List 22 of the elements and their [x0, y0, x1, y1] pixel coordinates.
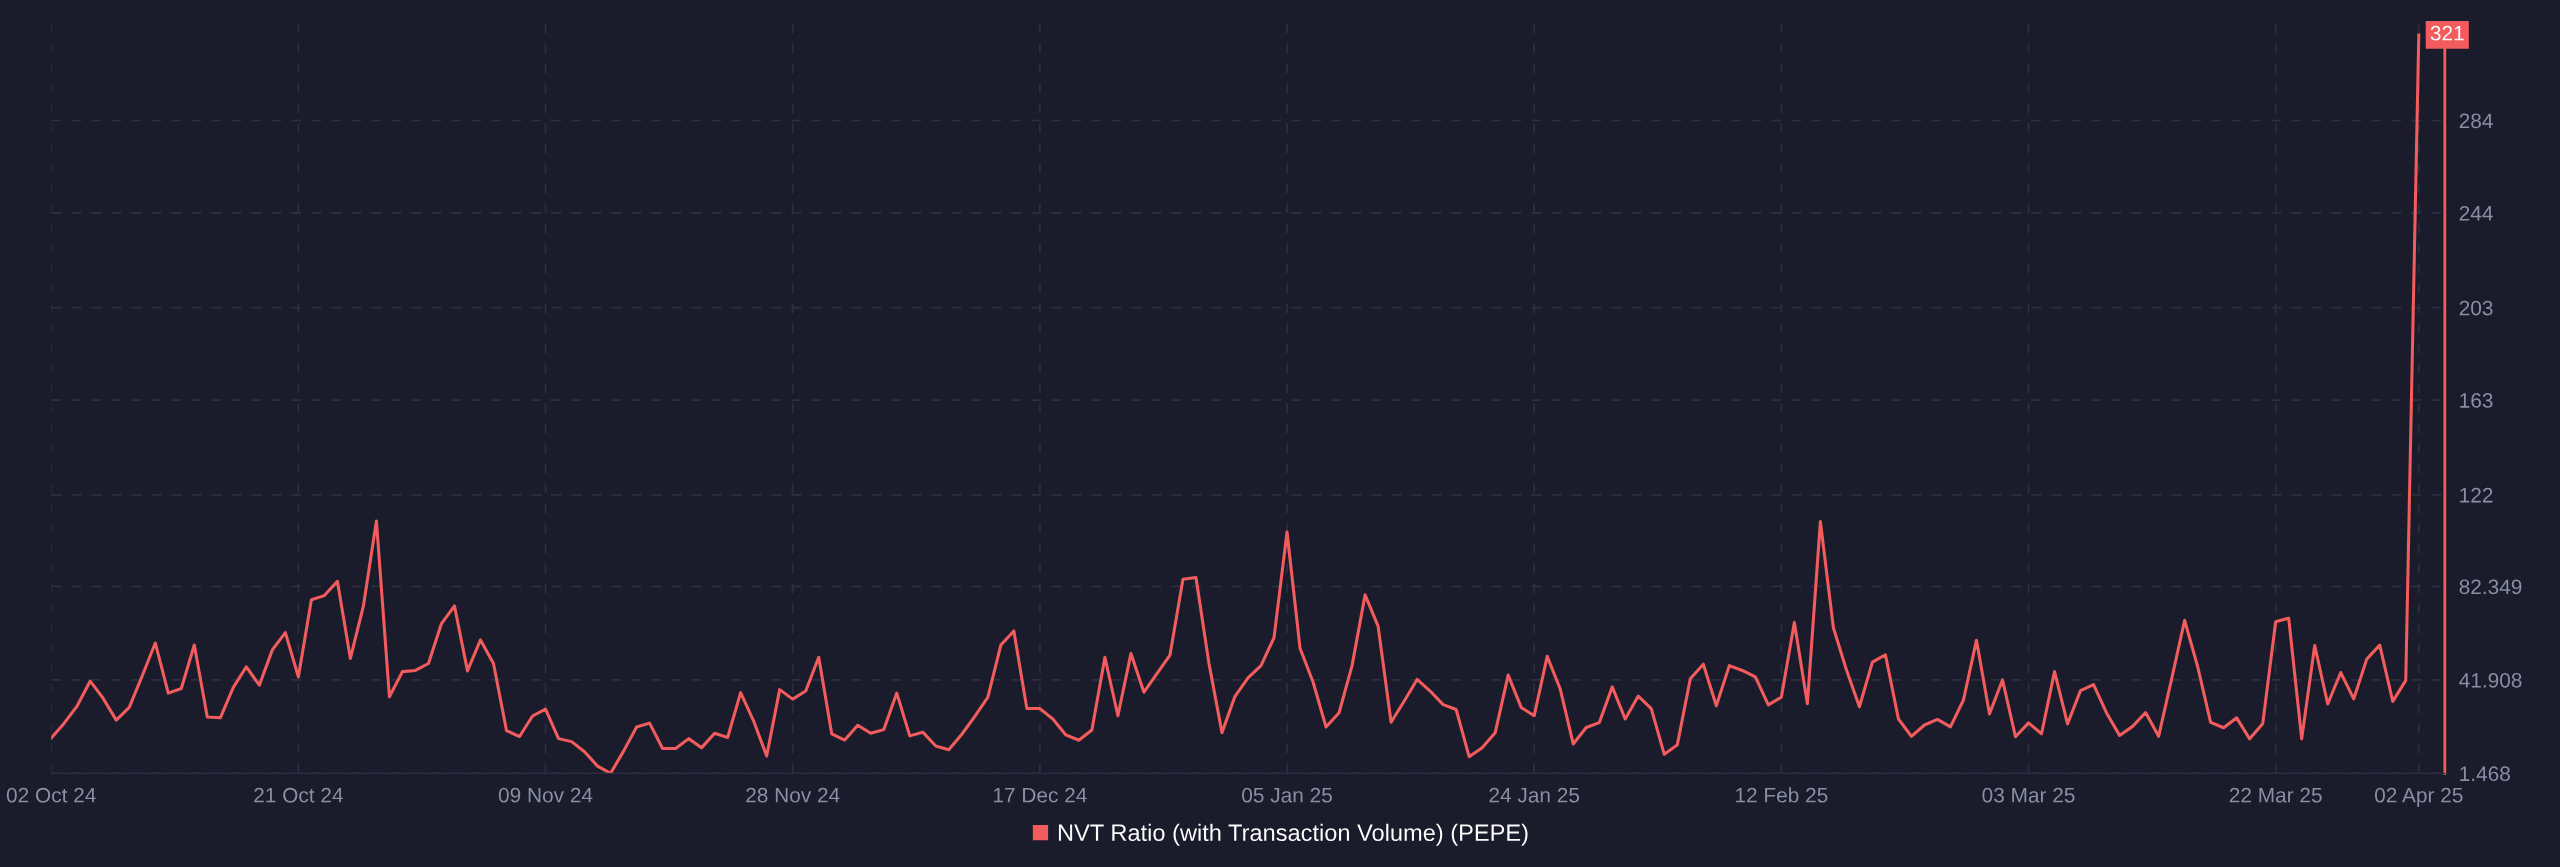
y-tick-label: 163	[2460, 393, 2493, 408]
y-tick-label: 1.468	[2460, 766, 2510, 782]
x-tick-label: 24 Jan 25	[1489, 787, 1580, 803]
x-tick-label: 09 Nov 24	[498, 787, 593, 803]
y-tick-label: 82.349	[2459, 579, 2522, 595]
x-tick-label: 28 Nov 24	[746, 787, 840, 803]
x-tick-label: 05 Jan 25	[1242, 787, 1332, 803]
x-tick-label: 03 Mar 25	[1982, 787, 2075, 803]
x-tick-label: 21 Oct 24	[254, 787, 343, 803]
x-tick-label: 12 Feb 25	[1736, 787, 1828, 803]
annotation: 321	[2430, 25, 2464, 41]
x-tick-label: 02 Apr 25	[2375, 787, 2463, 807]
y-tick-label: 41.908	[2459, 672, 2522, 688]
y-tick-label: 122	[2460, 487, 2493, 503]
x-tick-label: 22 Mar 25	[2229, 787, 2322, 803]
x-tick-label: 17 Dec 24	[993, 787, 1087, 803]
y-tick-label: 244	[2459, 205, 2493, 221]
y-tick-label: 203	[2459, 300, 2493, 316]
legend-label: NVT Ratio (with Transaction Volume) (PEPE)	[1058, 823, 1528, 846]
y-tick-label: 284	[2459, 113, 2493, 129]
x-tick-label: 02 Oct 24	[6, 787, 96, 803]
line-series	[51, 33, 2421, 774]
